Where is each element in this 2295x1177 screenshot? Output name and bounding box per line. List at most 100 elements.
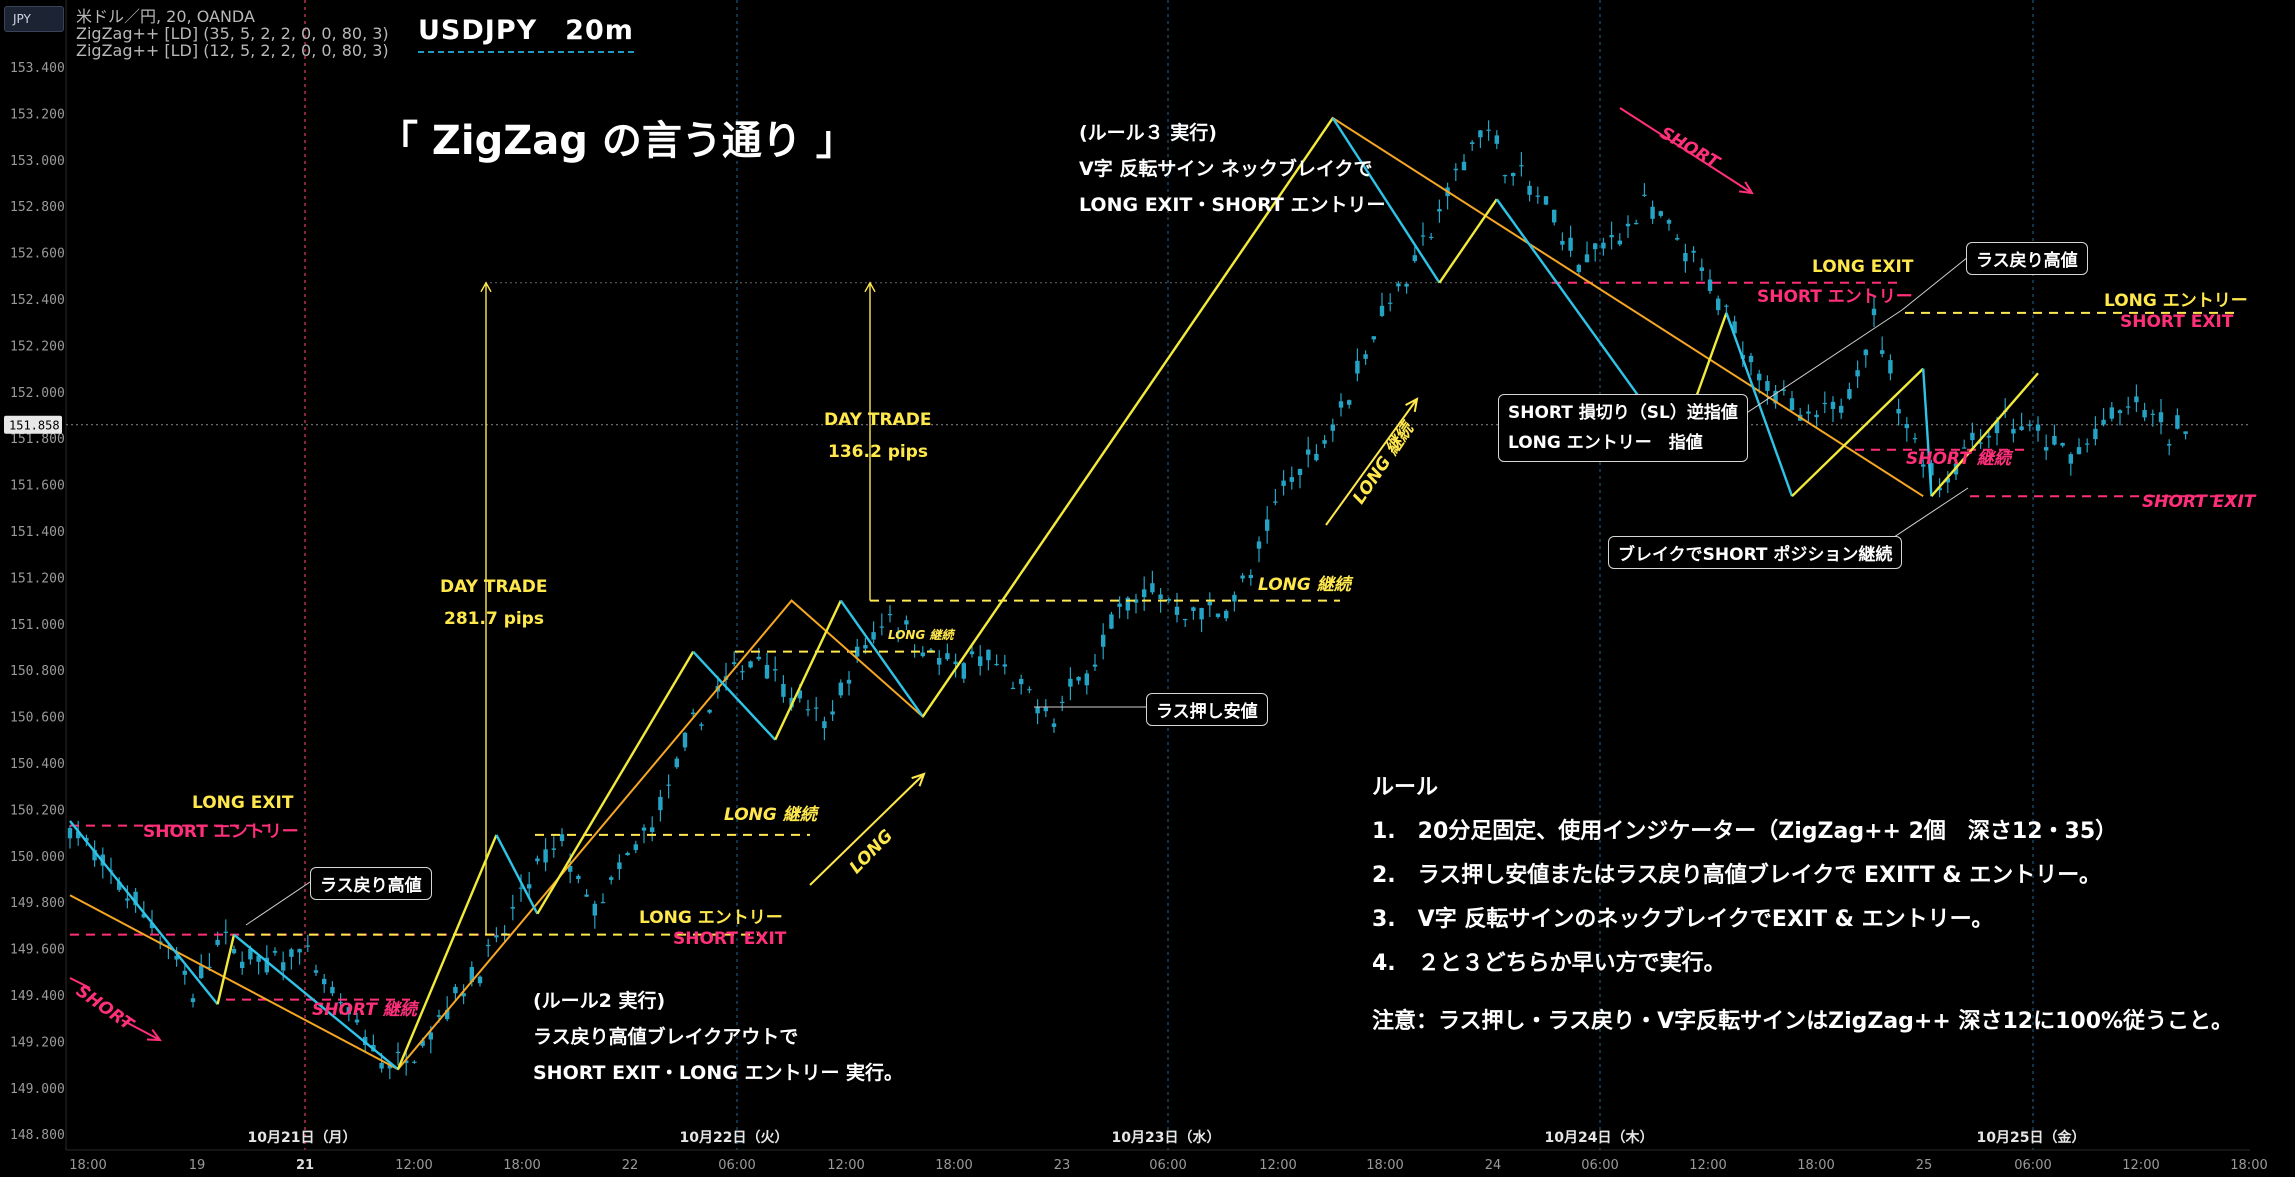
candle-body <box>1617 240 1622 245</box>
candle-body <box>1871 308 1877 316</box>
candle-body <box>2011 428 2016 434</box>
rule2-note-line2: ラス戻り高値ブレイクアウトで <box>533 1026 799 1048</box>
label-long-exit-1: LONG EXIT <box>192 793 294 813</box>
candle-body <box>1806 411 1811 414</box>
candle-body <box>1388 302 1393 304</box>
candle-body <box>1502 175 1508 177</box>
candle-body <box>445 1009 450 1020</box>
candle-body <box>1166 598 1171 601</box>
candle-body <box>641 827 647 831</box>
candle-body <box>904 620 909 625</box>
rule3-note-line1: (ルール３ 実行) <box>1079 122 1217 144</box>
candle-body <box>1552 209 1557 223</box>
callout-short-sl-line1: SHORT 損切り（SL）逆指値 <box>1508 403 1738 423</box>
candle-body <box>1855 370 1860 377</box>
zigzag-12-segment <box>396 834 498 1070</box>
callout-las-modori-2: ラス戻り高値 <box>1966 242 2088 275</box>
candle-body <box>1338 401 1344 408</box>
y-tick-label: 152.200 <box>10 339 65 354</box>
y-axis-panel <box>0 0 66 1150</box>
candle-body <box>773 669 778 671</box>
candle-body <box>1174 606 1180 615</box>
candle-body <box>1412 255 1417 262</box>
candle-body <box>1699 267 1704 271</box>
candle-body <box>928 649 934 651</box>
label-short-entry-1: SHORT エントリー <box>143 822 299 842</box>
candle-body <box>395 1051 401 1054</box>
candle-body <box>2126 406 2131 408</box>
candle-body <box>543 849 548 863</box>
candle-body <box>1486 129 1491 131</box>
candle-body <box>1396 283 1401 287</box>
day-trade-arrow-1-head <box>480 281 492 293</box>
x-tick-label: 18:00 <box>2230 1158 2267 1173</box>
candle-body <box>1675 238 1680 240</box>
label-long-keizoku-3: LONG 継続 <box>1258 575 1351 595</box>
candle-body <box>1010 687 1016 690</box>
candle-body <box>223 931 228 933</box>
x-tick-label: 18:00 <box>503 1158 540 1173</box>
candle-body <box>699 724 704 726</box>
candle-body <box>174 955 179 960</box>
candle-body <box>707 709 712 713</box>
candle-body <box>494 935 499 938</box>
short-arrow-1-tail <box>69 977 91 989</box>
label-short-keizoku-2: SHORT 継続 <box>1906 449 2011 469</box>
candle-body <box>887 613 893 616</box>
candle-body <box>633 844 638 851</box>
candle-body <box>92 849 97 861</box>
zigzag-12-segment <box>1791 367 1925 498</box>
candle-body <box>584 894 589 897</box>
candle-body <box>125 898 130 901</box>
y-tick-label: 151.600 <box>10 479 65 494</box>
candle-body <box>969 651 975 655</box>
candle-body <box>1117 603 1122 607</box>
candle-body <box>1650 206 1655 219</box>
candle-body <box>510 907 515 909</box>
chart-title: USDJPY 20m <box>418 8 634 53</box>
candle-body <box>248 948 253 960</box>
candle-body <box>2019 426 2024 430</box>
candle-body <box>896 631 901 634</box>
short-arrow-2 <box>1619 107 1753 194</box>
candle-body <box>313 970 319 973</box>
candle-body <box>559 834 565 841</box>
callout-las-modori-1: ラス戻り高値 <box>310 867 432 900</box>
candle-body <box>822 721 827 729</box>
x-tick-label: 19 <box>189 1158 206 1173</box>
rule3-note-line2: V字 反転サイン ネックブレイクで <box>1079 158 1373 180</box>
candle-body <box>1994 420 2000 434</box>
candle-body <box>1379 305 1385 316</box>
candle-body <box>2052 435 2057 445</box>
candle-body <box>953 661 958 665</box>
candle-body <box>1921 464 1926 467</box>
candle-body <box>527 884 532 889</box>
label-long-entry-1: LONG エントリー <box>639 908 783 928</box>
candle-body <box>428 1032 433 1040</box>
zigzag-12-segment <box>692 650 777 741</box>
candle-body <box>2175 415 2180 429</box>
candle-body <box>117 881 122 890</box>
candle-body <box>691 712 696 715</box>
candle-body <box>1929 463 1934 476</box>
candle-body <box>994 663 999 666</box>
candle-body <box>477 976 483 984</box>
candle-body <box>1945 477 1950 483</box>
candle-body <box>797 690 802 699</box>
candle-body <box>1519 165 1524 167</box>
candle-body <box>305 945 310 947</box>
zigzag-12-segment <box>1331 117 1441 284</box>
candle-body <box>1363 354 1368 359</box>
candle-body <box>1289 477 1294 482</box>
candle-body <box>1773 390 1778 404</box>
candle-body <box>141 913 146 918</box>
current-price-label: 151.858 <box>9 419 60 433</box>
candle-body <box>1634 222 1639 225</box>
candle-body <box>1281 480 1286 486</box>
symbol-badge[interactable]: JPY <box>4 6 64 32</box>
zigzag-35-line <box>69 116 1924 1071</box>
candle-body <box>1830 401 1836 409</box>
x-tick-label: 06:00 <box>1149 1158 1186 1173</box>
x-tick-label: 23 <box>1054 1158 1071 1173</box>
